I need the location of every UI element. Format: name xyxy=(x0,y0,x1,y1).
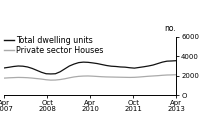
Text: no.: no. xyxy=(164,24,176,34)
Legend: Total dwelling units, Private sector Houses: Total dwelling units, Private sector Hou… xyxy=(4,36,104,55)
